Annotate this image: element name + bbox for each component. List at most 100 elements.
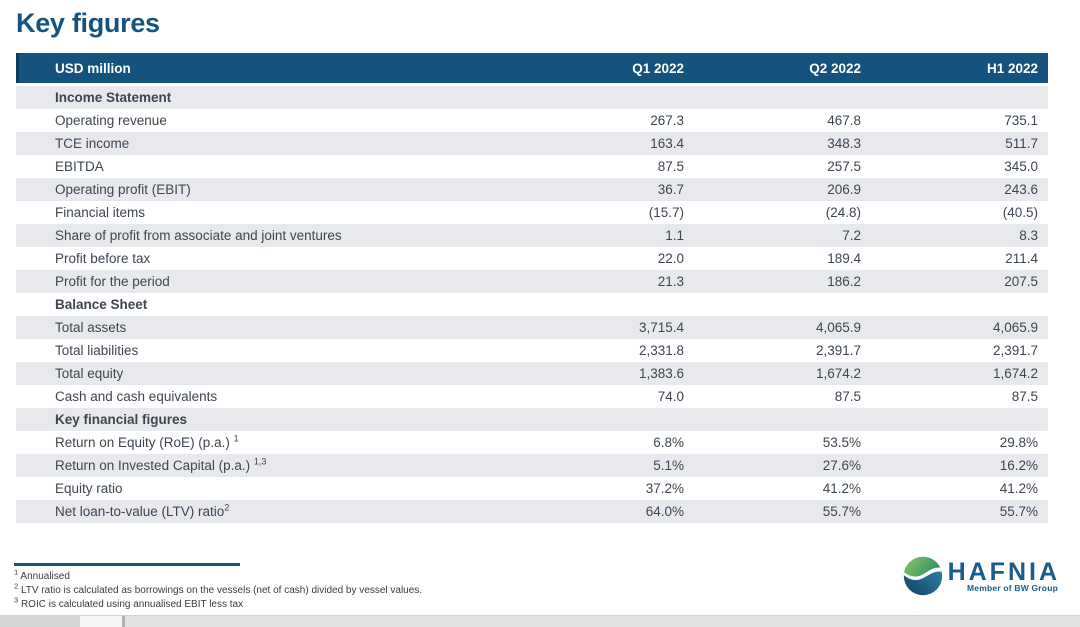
table-section-row: Balance Sheet (16, 293, 1048, 316)
column-header-q1-2022: Q1 2022 (632, 60, 684, 76)
cell-value: 21.3 (657, 274, 684, 289)
table-row: Operating revenue 267.3 467.8 735.1 (16, 109, 1048, 132)
cell-value: 206.9 (827, 182, 861, 197)
cell-value: 41.2% (999, 481, 1038, 496)
cell-value: 6.8% (653, 435, 684, 450)
table-row: Total liabilities 2,331.8 2,391.7 2,391.7 (16, 339, 1048, 362)
table-body: Income Statement Operating revenue 267.3 46… (16, 86, 1048, 523)
footnote: 2 LTV ratio is calculated as borrowings … (14, 581, 423, 596)
table-row: Net loan-to-value (LTV) ratio2 64.0% 55.7%… (16, 500, 1048, 523)
row-label: Income Statement (55, 90, 172, 105)
cell-value: 467.8 (827, 113, 861, 128)
cell-value: 41.2% (822, 481, 861, 496)
row-label: Net loan-to-value (LTV) ratio2 (55, 502, 230, 519)
table-row: Profit before tax 22.0 189.4 211.4 (16, 247, 1048, 270)
column-header-h1-2022: H1 2022 (986, 60, 1038, 76)
hafnia-logo: HAFNIA Member of BW Group (903, 556, 1060, 596)
table-row: Total assets 3,715.4 4,065.9 4,065.9 (16, 316, 1048, 339)
cell-value: 4,065.9 (815, 320, 861, 335)
row-label: EBITDA (55, 159, 104, 174)
cell-value: 257.5 (827, 159, 861, 174)
cell-value: 22.0 (657, 251, 684, 266)
cell-value: 1,674.2 (992, 366, 1038, 381)
cell-value: 1.1 (665, 228, 684, 243)
cell-value: (40.5) (1002, 205, 1038, 220)
cell-value: 53.5% (822, 435, 861, 450)
table-row: Financial items (15.7) (24.8) (40.5) (16, 201, 1048, 224)
cell-value: 64.0% (645, 504, 684, 519)
cell-value: 211.4 (1005, 251, 1038, 266)
row-label: TCE income (55, 136, 130, 151)
row-label: Total assets (55, 320, 127, 335)
cell-value: 163.4 (650, 136, 684, 151)
cell-value: 37.2% (645, 481, 684, 496)
table-row: Return on Equity (RoE) (p.a.) 1 6.8% 53.5%… (16, 431, 1048, 454)
cell-value: 87.5 (1011, 389, 1038, 404)
row-label: Operating revenue (55, 113, 167, 128)
cell-value: (24.8) (825, 205, 861, 220)
cell-value: 74.0 (657, 389, 684, 404)
hafnia-globe-icon (903, 556, 942, 596)
table-row: Operating profit (EBIT) 36.7 206.9 243.6 (16, 178, 1048, 201)
row-label: Return on Equity (RoE) (p.a.) 1 (55, 433, 239, 450)
footnote-divider (14, 563, 240, 566)
column-header-usd-million: USD million (55, 60, 131, 76)
row-label: Equity ratio (55, 481, 123, 496)
cell-value: 2,331.8 (638, 343, 684, 358)
table-row: TCE income 163.4 348.3 511.7 (16, 132, 1048, 155)
cell-value: 7.2 (842, 228, 861, 243)
row-label: Return on Invested Capital (p.a.) 1,3 (55, 456, 267, 473)
cell-value: 189.4 (827, 251, 861, 266)
scrollbar-thumb[interactable] (80, 616, 122, 627)
table-row: Equity ratio 37.2% 41.2% 41.2% (16, 477, 1048, 500)
table-row: Return on Invested Capital (p.a.) 1,3 5.1… (16, 454, 1048, 477)
scrollbar-segment-left[interactable] (0, 616, 80, 627)
table-section-row: Income Statement (16, 86, 1048, 109)
footnote: 3 ROIC is calculated using annualised EB… (14, 595, 244, 610)
cell-value: 29.8% (999, 435, 1038, 450)
row-label: Total liabilities (55, 343, 139, 358)
footnotes: 1 Annualised 2 LTV ratio is calculated as… (14, 567, 423, 612)
cell-value: 36.7 (657, 182, 684, 197)
table-row: EBITDA 87.5 257.5 345.0 (16, 155, 1048, 178)
cell-value: 27.6% (822, 458, 861, 473)
logo-text: HAFNIA Member of BW Group (947, 557, 1060, 593)
cell-value: 55.7% (822, 504, 861, 519)
row-label: Cash and cash equivalents (55, 389, 218, 404)
cell-value: 735.1 (1004, 113, 1038, 128)
cell-value: 3,715.4 (638, 320, 684, 335)
table-section-row: Key financial figures (16, 408, 1048, 431)
cell-value: 5.1% (653, 458, 684, 473)
table-row: Share of profit from associate and joint… (16, 224, 1048, 247)
cell-value: 4,065.9 (992, 320, 1038, 335)
cell-value: 511.7 (1005, 136, 1038, 151)
cell-value: 87.5 (657, 159, 684, 174)
cell-value: 345.0 (1004, 159, 1038, 174)
page-title: Key figures (16, 8, 160, 38)
bottom-scrollbar-track[interactable] (0, 615, 1080, 627)
cell-value: 8.3 (1019, 228, 1038, 243)
cell-value: 207.5 (1004, 274, 1038, 289)
cell-value: 1,674.2 (815, 366, 861, 381)
cell-value: 1,383.6 (638, 366, 684, 381)
footnote: 1 Annualised (14, 567, 70, 582)
row-label: Profit before tax (55, 251, 151, 266)
scrollbar-divider (122, 616, 125, 627)
key-figures-table: USD million Q1 2022 Q2 2022 H1 2022 Inco… (16, 53, 1048, 523)
cell-value: 55.7% (999, 504, 1038, 519)
logo-wordmark: HAFNIA (947, 557, 1060, 586)
table-header-row: USD million Q1 2022 Q2 2022 H1 2022 (16, 53, 1048, 83)
row-label: Share of profit from associate and joint… (55, 228, 342, 243)
cell-value: 87.5 (834, 389, 861, 404)
row-label: Operating profit (EBIT) (55, 182, 191, 197)
cell-value: (15.7) (648, 205, 684, 220)
cell-value: 16.2% (999, 458, 1038, 473)
row-label: Key financial figures (55, 412, 188, 427)
cell-value: 243.6 (1004, 182, 1038, 197)
row-label: Total equity (55, 366, 124, 381)
column-header-q2-2022: Q2 2022 (809, 60, 861, 76)
table-row: Profit for the period 21.3 186.2 207.5 (16, 270, 1048, 293)
table-row: Cash and cash equivalents 74.0 87.5 87.5 (16, 385, 1048, 408)
table-row: Total equity 1,383.6 1,674.2 1,674.2 (16, 362, 1048, 385)
